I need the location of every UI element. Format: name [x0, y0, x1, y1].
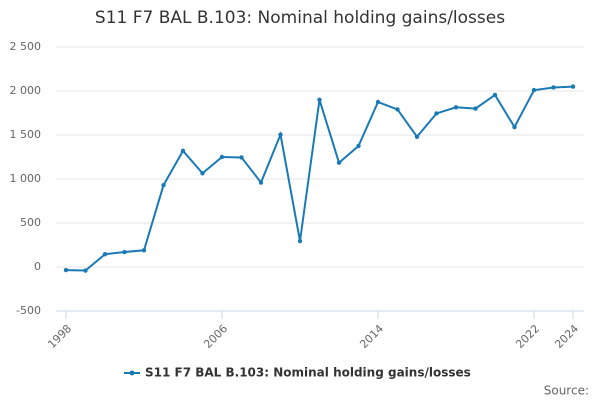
chart-title: S11 F7 BAL B.103: Nominal holding gains/… — [95, 8, 505, 28]
point — [297, 238, 303, 244]
point — [258, 180, 264, 185]
point — [239, 155, 244, 160]
y-tick-label: 2 500 — [10, 40, 42, 53]
y-tick-label: 500 — [20, 216, 41, 229]
legend-symbol — [129, 370, 135, 376]
point — [317, 97, 322, 103]
point — [122, 249, 127, 255]
x-tick-label: 2014 — [357, 322, 386, 351]
point — [161, 182, 166, 188]
y-tick-label: 2 000 — [10, 84, 42, 97]
point — [473, 106, 478, 111]
point — [375, 99, 381, 105]
source: Source: — [544, 384, 589, 398]
point — [278, 132, 283, 137]
point — [531, 87, 537, 93]
x-tick-label: 2022 — [513, 322, 542, 351]
point — [414, 134, 420, 139]
y-tick-label: 0 — [34, 260, 41, 273]
point — [102, 252, 108, 257]
point — [83, 268, 88, 273]
x-tick-label: 2006 — [201, 322, 230, 351]
point — [492, 92, 498, 98]
point — [453, 105, 459, 110]
point — [570, 84, 576, 89]
point — [200, 171, 205, 176]
point — [63, 267, 69, 273]
y-tick-label: 1 000 — [10, 172, 42, 185]
point — [336, 160, 342, 165]
point — [434, 111, 439, 116]
point — [180, 148, 186, 154]
point — [395, 107, 400, 112]
y-tick-label: -500 — [16, 304, 41, 317]
point — [141, 248, 147, 253]
x-tick-label: 2024 — [552, 322, 581, 351]
x-tick-label: 1998 — [45, 322, 74, 351]
point — [551, 85, 556, 90]
point — [356, 143, 361, 149]
point — [219, 154, 225, 160]
y-tick-label: 1 500 — [10, 128, 42, 141]
legend-label[interactable]: S11 F7 BAL B.103: Nominal holding gains/… — [145, 366, 471, 380]
point — [512, 124, 517, 130]
